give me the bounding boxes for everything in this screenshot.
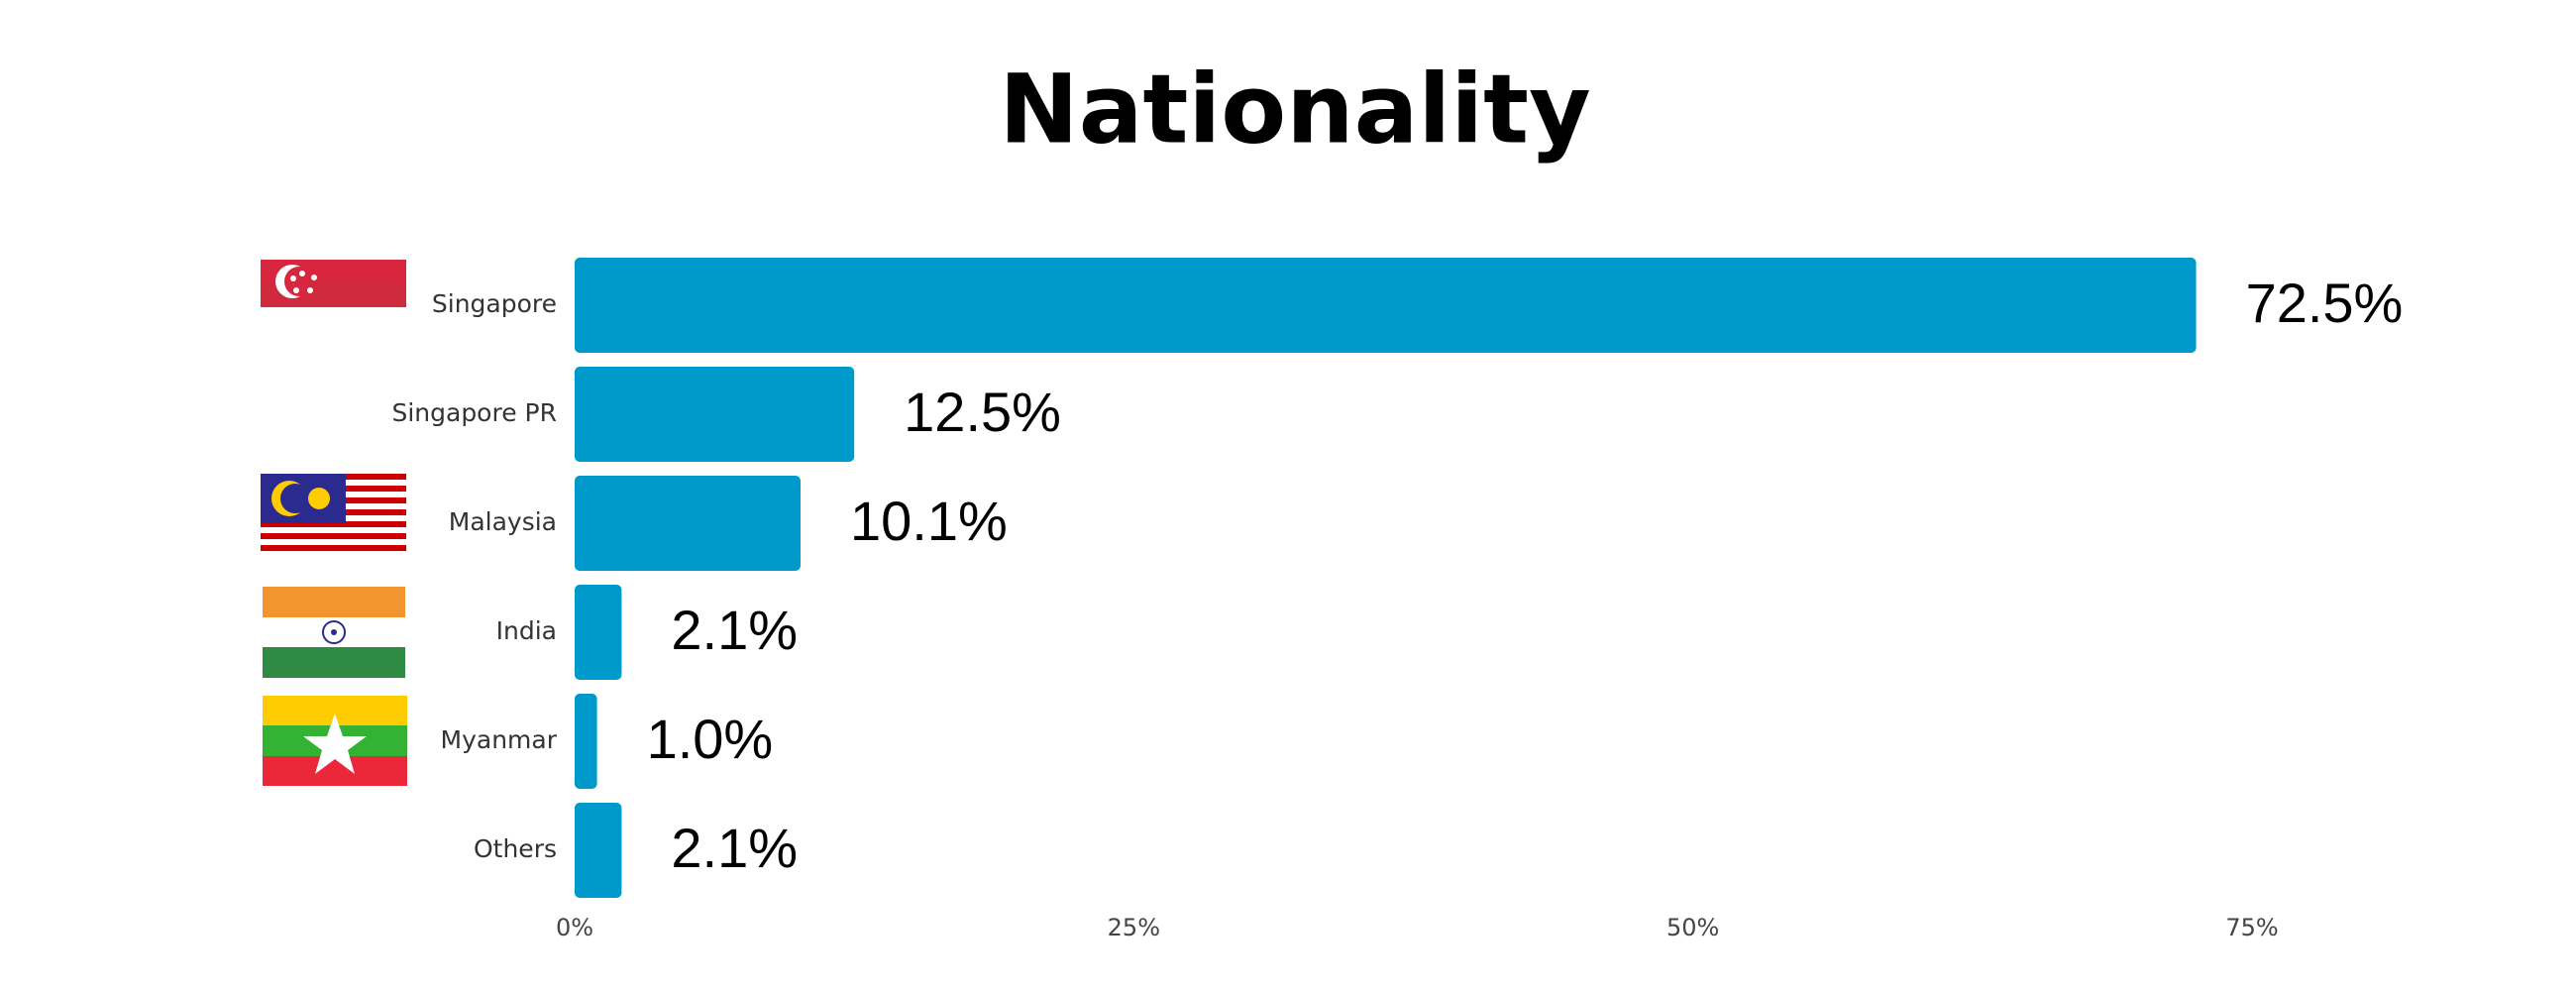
x-tick-label: 0% — [556, 914, 593, 941]
y-tick-label: Others — [474, 834, 557, 863]
bar — [575, 367, 855, 462]
flag-malaysia — [261, 474, 406, 560]
x-tick-label: 50% — [1666, 914, 1719, 941]
bar — [575, 585, 622, 680]
y-tick-label: Myanmar — [441, 725, 558, 754]
bar — [575, 476, 801, 571]
value-label: 2.1% — [671, 599, 798, 661]
y-tick-label: Singapore PR — [391, 398, 557, 427]
x-tick-label: 75% — [2225, 914, 2278, 941]
bar — [575, 803, 622, 898]
flag-singapore — [261, 260, 406, 307]
chart-title: Nationality — [999, 54, 1590, 165]
y-tick-label: Malaysia — [449, 507, 557, 536]
bar — [575, 694, 597, 789]
flag-myanmar — [263, 696, 407, 786]
value-label: 10.1% — [850, 490, 1008, 552]
y-tick-label: Singapore — [432, 289, 557, 318]
value-label: 1.0% — [647, 708, 774, 770]
x-tick-label: 25% — [1108, 914, 1160, 941]
value-label: 2.1% — [671, 817, 798, 879]
flag-india — [263, 587, 405, 678]
value-label: 12.5% — [904, 381, 1061, 443]
value-label: 72.5% — [2246, 272, 2404, 334]
bar — [575, 258, 2197, 353]
y-tick-label: India — [496, 616, 557, 645]
